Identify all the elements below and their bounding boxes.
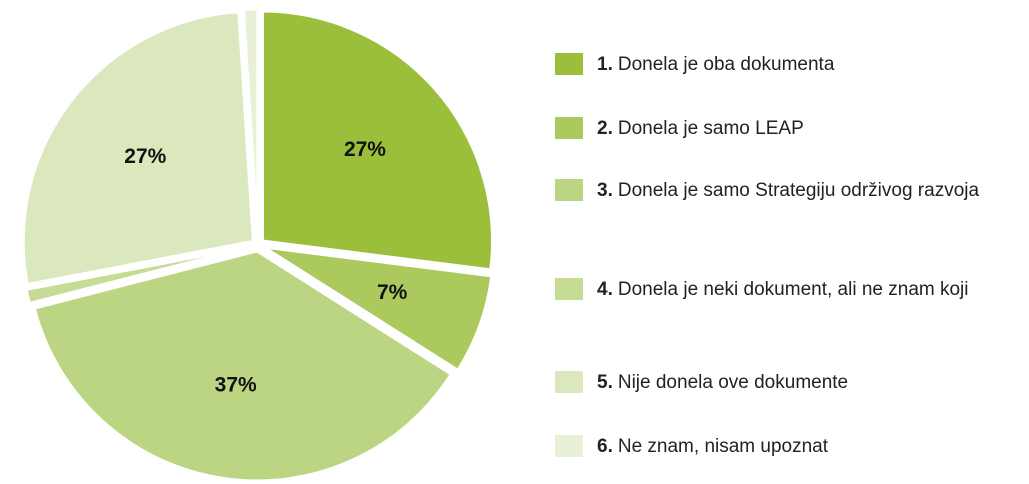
pie-slice: [241, 7, 260, 240]
legend-label: Ne znam, nisam upoznat: [617, 436, 829, 457]
legend-number: 3.: [597, 180, 613, 201]
slice-label: 37%: [215, 373, 257, 396]
legend-item: 4. Donela je neki dokument, ali ne znam k…: [555, 275, 1025, 304]
legend-swatch: [555, 117, 583, 139]
legend-swatch: [555, 278, 583, 300]
legend-number: 6.: [597, 436, 613, 457]
pie-slice: [262, 245, 494, 373]
legend-number: 2.: [597, 118, 613, 139]
legend-number: 5.: [597, 372, 613, 393]
slice-label: 27%: [344, 138, 386, 161]
pie-slice: [21, 10, 255, 287]
pie: 27% 7% 37% 27%: [21, 7, 494, 483]
legend-swatch: [555, 435, 583, 457]
pie-slice: [24, 244, 253, 306]
legend-label: Donela je oba dokumenta: [617, 54, 835, 75]
legend-label: Nije donela ove dokumente: [617, 372, 849, 393]
legend-number: 1.: [597, 54, 613, 75]
legend-item: 3. Donela je samo Strategiju održivog raz…: [555, 176, 1025, 205]
legend-swatch: [555, 179, 583, 201]
slice-label: 7%: [377, 281, 408, 304]
legend-label: Donela je neki dokument, ali ne znam koj…: [617, 279, 969, 300]
legend-swatch: [555, 371, 583, 393]
pie-slice: [261, 9, 494, 272]
legend-item: 2. Donela je samo LEAP: [555, 114, 1025, 143]
legend-label: Donela je samo Strategiju održivog razvo…: [617, 180, 980, 201]
legend-number: 4.: [597, 279, 613, 300]
pie-slice: [32, 249, 454, 483]
legend-label: Donela je samo LEAP: [617, 118, 804, 139]
slice-label: 27%: [124, 145, 166, 168]
legend-item: 6. Ne znam, nisam upoznat: [555, 432, 1025, 461]
legend-item: 1. Donela je oba dokumenta: [555, 50, 1025, 79]
legend-swatch: [555, 53, 583, 75]
legend-item: 5. Nije donela ove dokumente: [555, 368, 1025, 397]
